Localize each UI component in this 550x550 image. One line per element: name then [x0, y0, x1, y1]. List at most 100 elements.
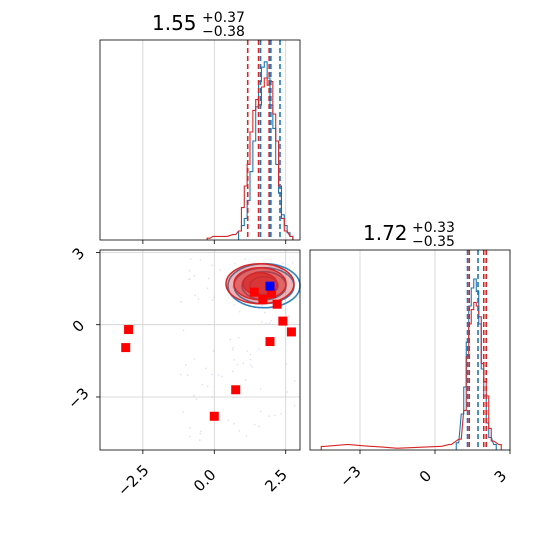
sample-point — [293, 404, 296, 407]
sample-point — [260, 321, 263, 323]
sample-point — [210, 396, 213, 398]
sample-point — [189, 258, 192, 260]
sample-point — [244, 379, 247, 381]
sample-point — [233, 359, 235, 361]
title-param2-upper: +0.33 — [412, 220, 455, 236]
sample-point — [200, 430, 202, 432]
hist-p1-red — [206, 77, 294, 240]
sample-point — [193, 394, 195, 397]
sample-point — [232, 396, 235, 399]
title-param2: 1.72 — [363, 221, 408, 245]
tick-label-y-p2-2: 3 — [69, 244, 88, 263]
hist-p1-blue — [238, 61, 294, 240]
sample-point — [211, 299, 214, 301]
sample-point — [287, 315, 290, 318]
sample-point — [268, 415, 270, 418]
sample-point — [265, 322, 267, 325]
marker-blue — [265, 281, 275, 291]
sample-point — [245, 435, 248, 437]
title-param2-lower: −0.35 — [412, 234, 455, 250]
marker-red-9 — [258, 294, 268, 304]
sample-point — [229, 338, 232, 341]
sample-point — [246, 350, 249, 352]
sample-point — [180, 301, 182, 303]
sample-point — [285, 363, 288, 366]
sample-point — [231, 370, 234, 373]
sample-point — [261, 304, 264, 307]
title-param1-median: 1.55 — [152, 11, 197, 35]
sample-point — [293, 380, 296, 382]
sample-point — [211, 264, 213, 267]
sample-point — [259, 388, 262, 390]
sample-point — [186, 374, 189, 377]
sample-point — [199, 432, 202, 435]
title-param2-median: 1.72 — [363, 221, 408, 245]
sample-point — [290, 281, 293, 284]
sample-point — [258, 348, 261, 350]
sample-point — [249, 364, 252, 366]
sample-point — [231, 286, 234, 288]
sample-point — [274, 414, 276, 417]
sample-point — [207, 277, 210, 280]
sample-point — [286, 391, 289, 393]
tick-label-x-p3-2: 3 — [491, 467, 510, 486]
sample-point — [234, 262, 236, 265]
sample-point — [180, 373, 182, 376]
sample-point — [189, 435, 191, 438]
panel-p2-frame — [99, 249, 301, 451]
sample-point — [221, 375, 224, 378]
tick-label-x-p3-0: −3 — [336, 462, 364, 490]
title-param1-upper: +0.37 — [202, 10, 245, 26]
sample-point — [233, 304, 235, 306]
sample-point — [195, 398, 198, 401]
sample-point — [227, 419, 230, 422]
sample-point — [239, 396, 241, 399]
sample-point — [206, 385, 209, 387]
sample-point — [238, 336, 240, 339]
panel-p1-frame — [99, 39, 301, 241]
hist-p3-red — [320, 301, 502, 450]
sample-point — [242, 362, 245, 364]
sample-point — [264, 311, 266, 314]
sample-point — [236, 363, 239, 366]
sample-point — [197, 298, 200, 300]
marker-red-5 — [265, 337, 275, 347]
sample-point — [244, 258, 247, 260]
tick-label-x-p2-0: −2.5 — [114, 461, 152, 499]
sample-point — [218, 374, 220, 376]
marker-red-1 — [121, 343, 131, 353]
tick-label-x-p3-1: 0 — [416, 467, 435, 486]
sample-point — [258, 425, 260, 428]
marker-red-0 — [124, 325, 134, 335]
marker-red-8 — [249, 287, 259, 297]
sample-point — [211, 373, 213, 376]
sample-point — [194, 294, 196, 296]
sample-point — [249, 358, 252, 361]
title-param1-lower: −0.38 — [202, 24, 245, 40]
tick-label-y-p2-1: 0 — [69, 316, 88, 335]
sample-point — [233, 423, 235, 425]
sample-point — [201, 383, 204, 386]
sample-point — [199, 259, 202, 261]
sample-point — [188, 278, 191, 280]
tick-label-x-p2-2: 2.5 — [261, 466, 291, 496]
sample-point — [235, 396, 238, 398]
sample-point — [249, 353, 252, 356]
tick-label-y-p2-0: −3 — [64, 384, 92, 412]
sample-point — [213, 296, 215, 299]
sample-point — [291, 261, 294, 264]
sample-point — [280, 412, 282, 415]
sample-point — [206, 287, 209, 290]
sample-point — [268, 322, 271, 324]
sample-point — [282, 262, 284, 264]
sample-point — [189, 427, 191, 429]
sample-point — [270, 320, 272, 322]
marker-red-7 — [209, 411, 219, 421]
sample-point — [182, 329, 185, 332]
sample-point — [184, 364, 187, 366]
sample-point — [238, 430, 241, 432]
sample-point — [251, 365, 254, 368]
sample-point — [219, 269, 222, 271]
